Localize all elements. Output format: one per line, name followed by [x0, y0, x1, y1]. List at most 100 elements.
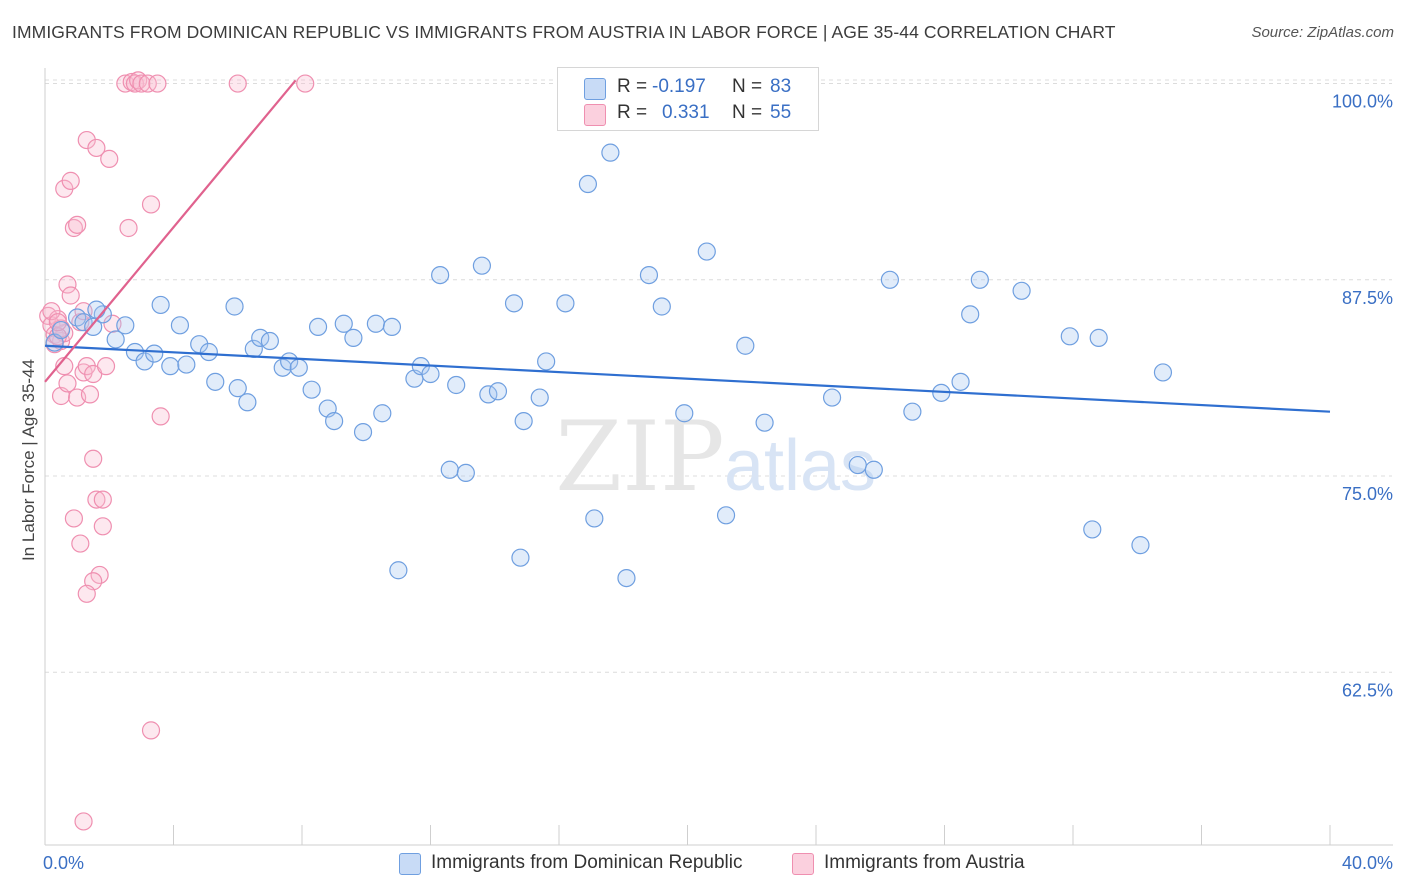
dominican-point: [585, 509, 604, 528]
dominican-point: [344, 328, 363, 347]
dominican-point: [652, 297, 671, 316]
dominican-point: [504, 294, 524, 313]
austria-point: [64, 218, 84, 238]
austria-point: [74, 812, 93, 831]
dominican-point: [382, 317, 402, 336]
dominican-point: [225, 297, 244, 316]
dominican-point: [161, 357, 180, 376]
austria-point: [58, 275, 77, 294]
legend-n-value: 55: [770, 102, 792, 123]
dominican-point: [325, 412, 344, 431]
austria-point: [80, 385, 100, 404]
austria-point: [132, 74, 151, 93]
austria-point: [93, 517, 112, 536]
dominican-point: [308, 317, 328, 336]
austria-point: [84, 449, 103, 468]
dominican-point: [145, 344, 164, 363]
dominican-point: [431, 265, 450, 285]
austria-point: [100, 149, 119, 169]
y-tick-label: 87.5%: [1342, 288, 1393, 308]
austria-point: [141, 721, 161, 740]
austria-points: [39, 71, 315, 831]
y-axis-label-text: In Labor Force | Age 35-44: [19, 359, 38, 561]
dominican-point: [864, 460, 883, 479]
dominican-point: [353, 422, 373, 442]
dominican-point: [206, 372, 225, 391]
dominican-point: [755, 413, 774, 432]
dominican-point: [488, 382, 508, 401]
dominican-point: [675, 404, 694, 423]
dominican-point: [289, 358, 308, 377]
dominican-point: [822, 388, 842, 407]
austria-point: [61, 286, 80, 305]
dominican-point: [530, 388, 549, 407]
dominican-point: [228, 379, 247, 398]
dominican-point: [1089, 328, 1108, 347]
dominican-point: [697, 242, 716, 261]
dominican-point: [951, 372, 970, 391]
austria-point: [228, 74, 247, 93]
dominican-point: [447, 375, 466, 395]
watermark-atlas: atlas: [724, 426, 876, 506]
dominican-point: [151, 295, 170, 315]
austria-point: [148, 74, 167, 93]
dominican-point: [736, 336, 755, 355]
dominican-point: [302, 380, 321, 399]
austria-point: [64, 509, 84, 528]
bottom-legend-label: Immigrants from Dominican Republic: [431, 852, 743, 873]
austria-point: [61, 171, 80, 190]
dominican-point: [970, 270, 989, 289]
watermark: ZIP atlas: [555, 401, 876, 513]
austria-point: [58, 374, 77, 393]
legend-r-value: -0.197: [652, 76, 706, 97]
axes: [44, 68, 1393, 846]
austria-point: [77, 584, 96, 603]
dominican-point: [373, 404, 392, 423]
dominican-point: [260, 331, 279, 351]
dominican-point: [334, 314, 353, 333]
watermark-zip: ZIP: [555, 401, 724, 513]
dominican-point: [1131, 536, 1150, 555]
x-tick-label-max: 40.0%: [1342, 853, 1393, 873]
bottom-legend-swatch-pink: [792, 853, 814, 875]
dominican-point: [1153, 363, 1173, 382]
dominican-point: [472, 256, 491, 275]
dominican-point: [639, 265, 659, 285]
y-tick-label: 100.0%: [1332, 92, 1393, 112]
dominican-trend-line: [44, 344, 1331, 413]
austria-point: [96, 357, 116, 376]
dominican-point: [177, 355, 196, 374]
dominican-point: [716, 506, 736, 525]
source-credit: Source: ZipAtlas.com: [1251, 24, 1394, 41]
y-tick-label: 62.5%: [1342, 680, 1393, 700]
dominican-point: [537, 352, 556, 371]
chart-title: IMMIGRANTS FROM DOMINICAN REPUBLIC VS IM…: [12, 22, 1116, 42]
dominican-point: [421, 364, 440, 384]
dominican-point: [514, 412, 533, 431]
dominican-point: [106, 330, 125, 349]
austria-point: [87, 490, 106, 509]
stats-legend: R = -0.197 N = 83 R = 0.331 N = 55: [557, 67, 819, 131]
dominican-point: [880, 270, 899, 289]
dominican-point: [199, 342, 218, 362]
austria-point: [129, 71, 148, 90]
austria-point: [151, 407, 170, 426]
dominican-point: [125, 342, 145, 362]
austria-point: [296, 74, 315, 93]
bottom-legend-label: Immigrants from Austria: [824, 852, 1025, 873]
legend-swatch-blue: [584, 78, 606, 100]
dominican-point: [1012, 281, 1031, 300]
trend-lines: [44, 79, 1331, 413]
dominican-point: [456, 463, 475, 483]
dominican-point: [440, 460, 459, 479]
dominican-point: [84, 317, 103, 336]
dominican-point: [389, 561, 408, 580]
gridlines: [45, 79, 1392, 673]
austria-point: [87, 138, 106, 158]
austria-point: [93, 490, 112, 509]
austria-trend-line: [44, 79, 297, 383]
y-tick-label: 75.0%: [1342, 484, 1393, 504]
austria-point: [125, 74, 145, 93]
dominican-point: [366, 314, 385, 333]
